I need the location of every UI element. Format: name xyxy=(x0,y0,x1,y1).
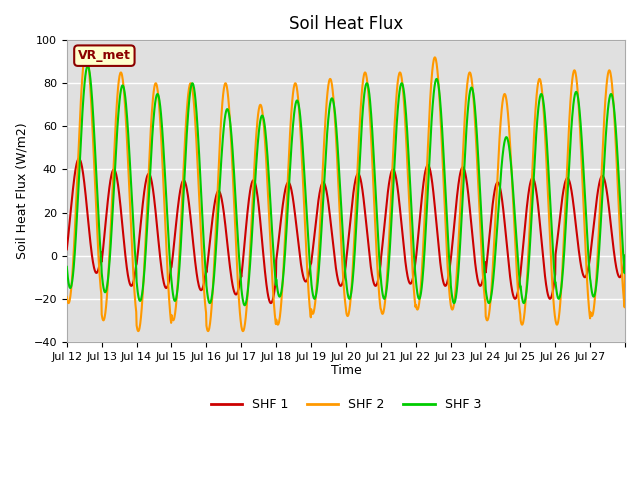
Legend: SHF 1, SHF 2, SHF 3: SHF 1, SHF 2, SHF 3 xyxy=(205,394,486,417)
Title: Soil Heat Flux: Soil Heat Flux xyxy=(289,15,403,33)
Y-axis label: Soil Heat Flux (W/m2): Soil Heat Flux (W/m2) xyxy=(15,123,28,259)
X-axis label: Time: Time xyxy=(330,364,361,377)
Text: VR_met: VR_met xyxy=(78,49,131,62)
